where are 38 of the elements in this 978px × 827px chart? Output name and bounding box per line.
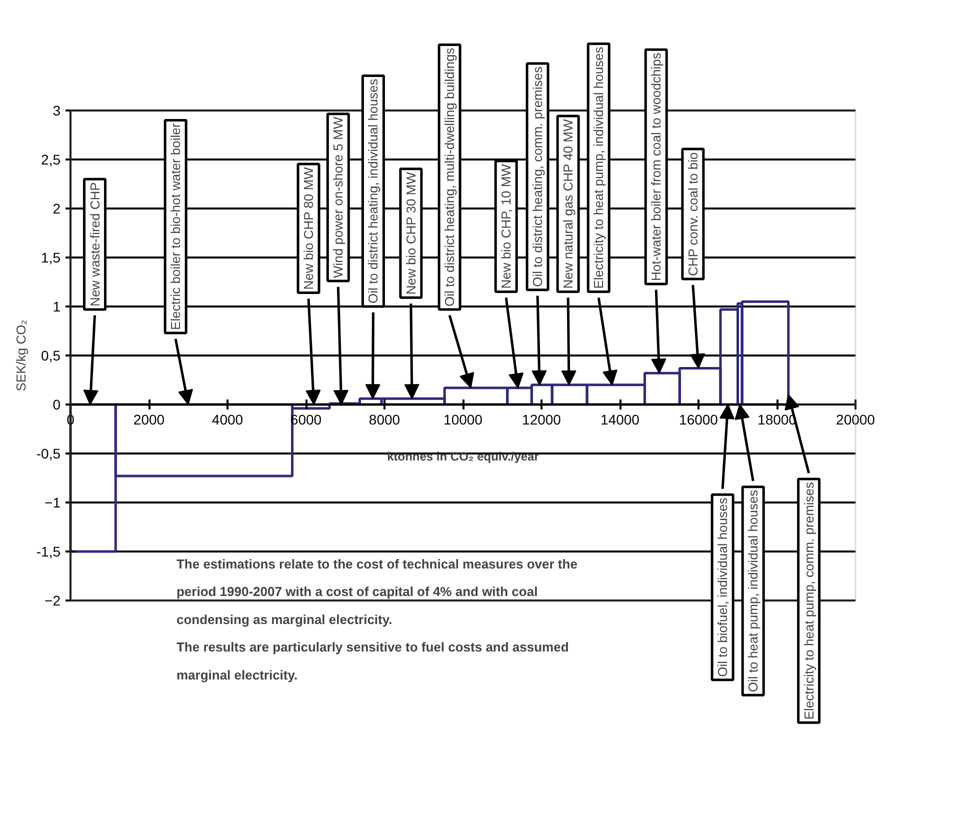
y-tick-label: 2,5 bbox=[41, 152, 61, 168]
y-axis-title: SEK/kg CO₂ bbox=[13, 320, 28, 392]
annotation: Oil to district heating, individual houses bbox=[366, 78, 381, 304]
y-tick-label: -0,5 bbox=[36, 446, 61, 462]
y-tick-label: 0,5 bbox=[41, 348, 61, 364]
annotation: Wind power on-shore 5 MW bbox=[330, 116, 346, 278]
x-tick-label: 8000 bbox=[368, 412, 400, 428]
y-tick-label: −2 bbox=[44, 592, 61, 608]
y-tick-label: 1 bbox=[52, 298, 61, 314]
annotation: Electricity to heat pump, individual houses bbox=[591, 46, 606, 289]
x-tick-label: 16000 bbox=[679, 412, 718, 428]
x-tick-label: 20000 bbox=[836, 412, 876, 428]
annotation: Oil to district heating, multi-dwelling buildings bbox=[442, 47, 458, 306]
annotation: Oil to heat pump, individual houses bbox=[746, 489, 761, 692]
annotation: New bio CHP 80 MW bbox=[301, 166, 316, 290]
annotation: Oil to biofuel, individual houses bbox=[715, 497, 730, 677]
annotation: Oil to district heating, comm. premises bbox=[530, 66, 546, 287]
annotation: The estimations relate to the cost of technical measures over the period 1990-2007 with a cost of capital of 4% and with coal condensing as marginal electricity. bbox=[176, 556, 578, 627]
x-tick-label: 12000 bbox=[522, 412, 562, 428]
y-tick-label: 0 bbox=[52, 396, 61, 412]
annotation: Hot-water boiler from coal to woodchips bbox=[648, 52, 664, 281]
x-tick-label: 4000 bbox=[212, 412, 244, 428]
text: The results are particularly sensitive to fuel costs and assumed marginal electricity. bbox=[176, 640, 569, 682]
annotation: New bio CHP 30 MW bbox=[403, 171, 418, 295]
annotation: Electricity to heat pump, comm. premises bbox=[801, 481, 816, 720]
annotation: CHP conv. coal to bio bbox=[685, 152, 700, 276]
y-tick-label: 3 bbox=[52, 102, 61, 118]
x-tick-label: 2000 bbox=[133, 412, 165, 428]
annotation: Electric boiler to bio-hot water boiler bbox=[168, 122, 184, 330]
annotation: New natural gas CHP 40 MW bbox=[560, 118, 576, 289]
annotation: New bio CHP, 10 MW bbox=[498, 163, 514, 289]
x-tick-label: 14000 bbox=[600, 412, 640, 428]
y-tick-label: 2 bbox=[52, 200, 61, 216]
y-tick-label: 1,5 bbox=[41, 250, 61, 266]
y-tick-label: −1 bbox=[44, 494, 61, 510]
annotation: New waste-fired CHP bbox=[87, 182, 102, 306]
x-tick-label: 10000 bbox=[444, 412, 483, 428]
y-tick-label: -1,5 bbox=[36, 544, 61, 560]
